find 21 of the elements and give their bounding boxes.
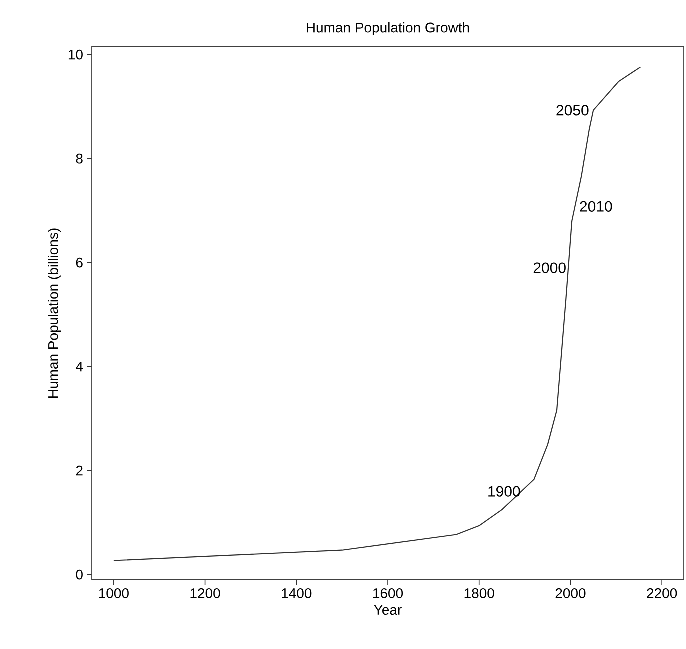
y-tick-label: 10	[68, 50, 83, 60]
y-axis-title: Human Population (billions)	[48, 228, 62, 398]
annotation: 2050	[556, 105, 589, 116]
x-tick-label: 1600	[373, 588, 404, 598]
y-tick-label: 6	[76, 258, 83, 268]
annotation: 2000	[534, 262, 566, 274]
x-tick-label: 2200	[647, 588, 678, 598]
line-series	[113, 66, 642, 562]
y-tick-label: 8	[76, 154, 83, 164]
chart-title: Human Population Growth	[307, 22, 470, 36]
x-tick-label: 1800	[464, 588, 494, 598]
x-tick-label: 1000	[99, 588, 129, 598]
y-tick-label: 0	[76, 570, 83, 580]
y-tick-label: 4	[76, 362, 84, 372]
annotation: 1900	[488, 486, 520, 497]
x-tick-label: 2000	[556, 588, 586, 598]
x-tick-label: 1400	[282, 588, 312, 598]
x-tick-label: 1200	[190, 588, 220, 598]
annotation: 2010	[580, 201, 612, 212]
x-axis-title: Year	[374, 605, 402, 616]
y-tick-label: 2	[76, 466, 83, 476]
